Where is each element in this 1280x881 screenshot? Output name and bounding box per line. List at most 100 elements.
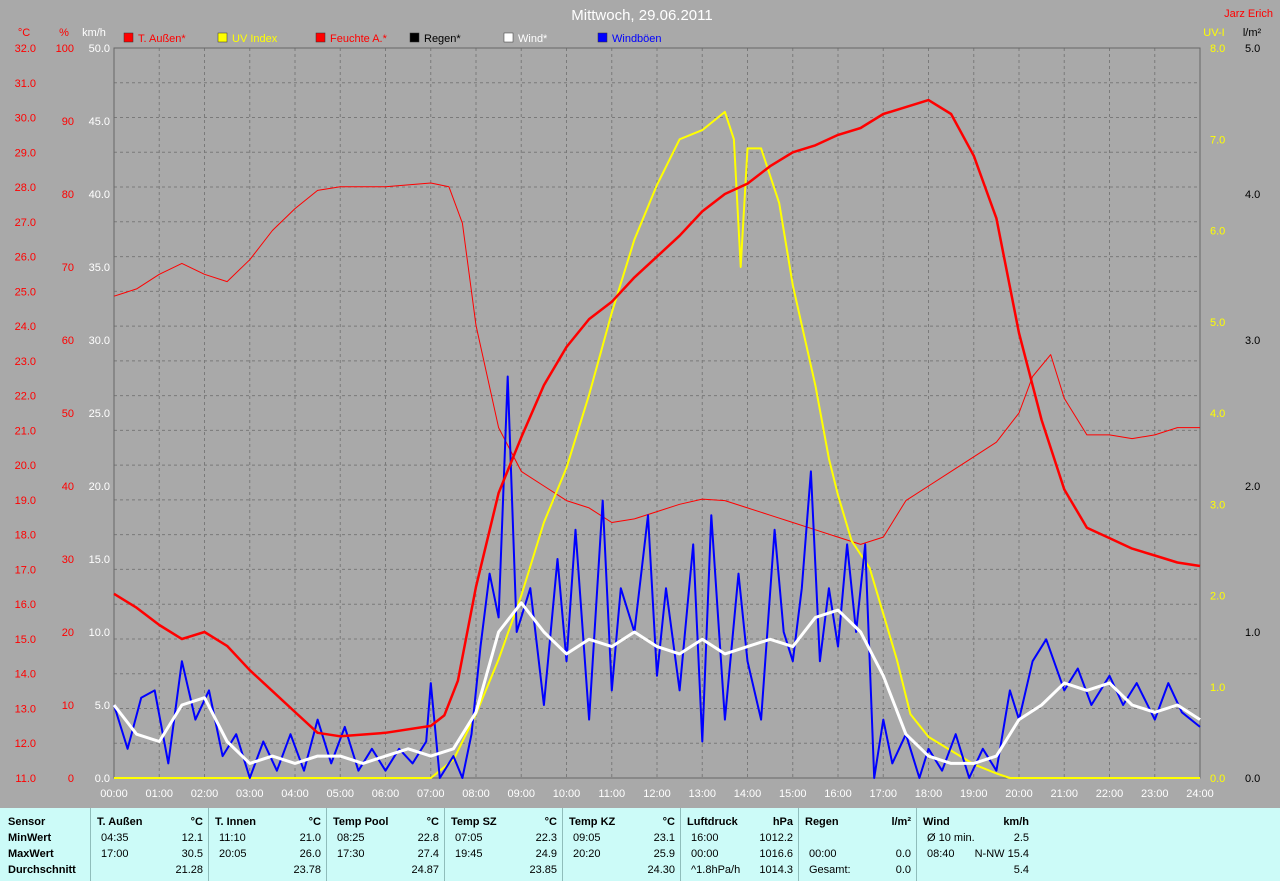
- stats-avg-value: 23.85: [529, 864, 557, 876]
- chart-title: Mittwoch, 29.06.2011: [571, 7, 712, 24]
- rain-axis-tick-label: 2.0: [1245, 481, 1260, 493]
- temp-axis-tick-label: 20.0: [15, 460, 36, 472]
- legend-swatch: [315, 32, 326, 43]
- uv-axis-tick-label: 1.0: [1210, 682, 1225, 694]
- stats-min-value: 1012.2: [759, 832, 793, 844]
- x-axis-tick-label: 21:00: [1050, 788, 1078, 800]
- legend-label: T. Außen*: [138, 33, 186, 45]
- x-axis-tick-label: 12:00: [643, 788, 671, 800]
- stats-column-regen: Regen l/m² 00:00 0.0 Gesamt: 0.0: [798, 808, 917, 881]
- wind-axis-tick-label: 20.0: [89, 481, 110, 493]
- temp-axis-tick-label: 14.0: [15, 669, 36, 681]
- row-label-average: Durchschnitt: [8, 864, 76, 876]
- stats-min-time: 16:00: [691, 832, 719, 844]
- stats-max-time: 17:00: [101, 848, 129, 860]
- temp-axis-tick-label: 25.0: [15, 286, 36, 298]
- temp-axis-tick-label: 21.0: [15, 425, 36, 437]
- temp-axis-tick-label: 13.0: [15, 703, 36, 715]
- plot-frame: [113, 47, 1201, 779]
- stats-min-value: 12.1: [181, 832, 203, 844]
- stats-max-time: 00:00: [691, 848, 719, 860]
- temp-axis-tick-label: 28.0: [15, 182, 36, 194]
- humidity-axis-tick-label: 60: [62, 335, 74, 347]
- x-axis-tick-label: 13:00: [688, 788, 716, 800]
- stats-max-value: 24.9: [535, 848, 557, 860]
- wind-axis-tick-label: 15.0: [89, 554, 110, 566]
- stats-max-time: 20:20: [573, 848, 601, 860]
- stats-header-name: Regen: [805, 816, 839, 828]
- stats-max-time: 00:00: [809, 848, 837, 860]
- temp-axis-tick-label: 29.0: [15, 147, 36, 159]
- stats-max-value: 25.9: [653, 848, 675, 860]
- stats-max-time: 17:30: [337, 848, 365, 860]
- temp-axis-tick-label: 27.0: [15, 217, 36, 229]
- x-axis-tick-label: 06:00: [372, 788, 400, 800]
- temp-axis-tick-label: 18.0: [15, 530, 36, 542]
- stats-header-name: Temp KZ: [569, 816, 616, 828]
- legend-label: Wind*: [518, 33, 548, 45]
- legend-swatch: [503, 32, 514, 43]
- uv-axis-tick-label: 4.0: [1210, 408, 1225, 420]
- stats-header-name: Luftdruck: [687, 816, 738, 828]
- uv-axis-tick-label: 0.0: [1210, 773, 1225, 785]
- stats-min-value: 2.5: [1013, 832, 1029, 844]
- stats-header-name: T. Innen: [215, 816, 256, 828]
- humidity-axis-tick-label: 90: [62, 116, 74, 128]
- x-axis-tick-label: 24:00: [1186, 788, 1214, 800]
- uv-axis-unit: UV-I: [1203, 27, 1224, 39]
- stats-column-wind: Wind km/h Ø 10 min. 2.5 08:40 N-NW 15.4 5.4: [916, 808, 1035, 881]
- stats-column-temp-kz: Temp KZ °C 09:05 23.1 20:20 25.9 24.30: [562, 808, 681, 881]
- chart-background: [0, 0, 1280, 808]
- wind-axis-tick-label: 25.0: [89, 408, 110, 420]
- stats-header-name: Temp SZ: [451, 816, 497, 828]
- stats-header-name: Wind: [923, 816, 950, 828]
- x-axis-tick-label: 05:00: [326, 788, 354, 800]
- wind-axis-tick-label: 10.0: [89, 627, 110, 639]
- wind-line: [112, 601, 1201, 765]
- x-axis-tick-label: 22:00: [1096, 788, 1124, 800]
- legend-label: Feuchte A.*: [330, 33, 388, 45]
- axis-ticks: 32.0 31.0 30.0 29.0 28.0 27.0 26.0 25.0 24.0 23.0…: [15, 43, 1261, 800]
- stats-avg-value: 24.87: [411, 864, 439, 876]
- temp-axis-tick-label: 11.0: [15, 773, 36, 785]
- stats-avg-value: 0.0: [895, 864, 911, 876]
- stats-min-time: 04:35: [101, 832, 129, 844]
- chart-legend: T. Außen* UV Index Feuchte A.* Regen* Wind* W…: [123, 32, 662, 45]
- author-label: Jarz Erich: [1224, 8, 1273, 20]
- humidity-axis-unit: %: [59, 27, 69, 39]
- humidity-axis-tick-label: 100: [56, 43, 74, 55]
- stats-max-value: 27.4: [417, 848, 439, 860]
- legend-swatch: [217, 32, 228, 43]
- uv-axis-tick-label: 8.0: [1210, 43, 1225, 55]
- stats-max-time: 08:40: [927, 848, 955, 860]
- stats-min-value: 21.0: [299, 832, 321, 844]
- temp-axis-tick-label: 22.0: [15, 391, 36, 403]
- x-axis-tick-label: 23:00: [1141, 788, 1169, 800]
- x-axis-tick-label: 07:00: [417, 788, 445, 800]
- stats-column-t-innen: T. Innen °C 11:10 21.0 20:05 26.0 23.78: [208, 808, 327, 881]
- temp-axis-tick-label: 30.0: [15, 113, 36, 125]
- temp-axis-tick-label: 17.0: [15, 564, 36, 576]
- chart-grid: [114, 48, 1200, 778]
- rain-axis-unit: l/m²: [1243, 27, 1262, 39]
- stats-header-name: T. Außen: [97, 816, 143, 828]
- x-axis-tick-label: 15:00: [779, 788, 807, 800]
- stats-max-time: 19:45: [455, 848, 483, 860]
- uv-axis-tick-label: 6.0: [1210, 226, 1225, 238]
- stats-avg-value: 1014.3: [759, 864, 793, 876]
- stats-max-value: N-NW 15.4: [974, 848, 1029, 860]
- humidity-axis-tick-label: 70: [62, 262, 74, 274]
- humidity-line: [113, 182, 1200, 545]
- stats-max-value: 26.0: [299, 848, 321, 860]
- stats-max-value: 30.5: [181, 848, 203, 860]
- wind-axis-tick-label: 30.0: [89, 335, 110, 347]
- uv-axis-tick-label: 3.0: [1210, 499, 1225, 511]
- wind-axis-unit: km/h: [82, 27, 106, 39]
- stats-header-unit: l/m²: [891, 816, 911, 828]
- stats-header-name: Temp Pool: [333, 816, 389, 828]
- stats-header-unit: km/h: [1003, 816, 1029, 828]
- x-axis-tick-label: 18:00: [915, 788, 943, 800]
- wind-axis-tick-label: 5.0: [95, 700, 110, 712]
- stats-avg-label: Gesamt:: [809, 864, 851, 876]
- temp-axis-tick-label: 31.0: [15, 78, 36, 90]
